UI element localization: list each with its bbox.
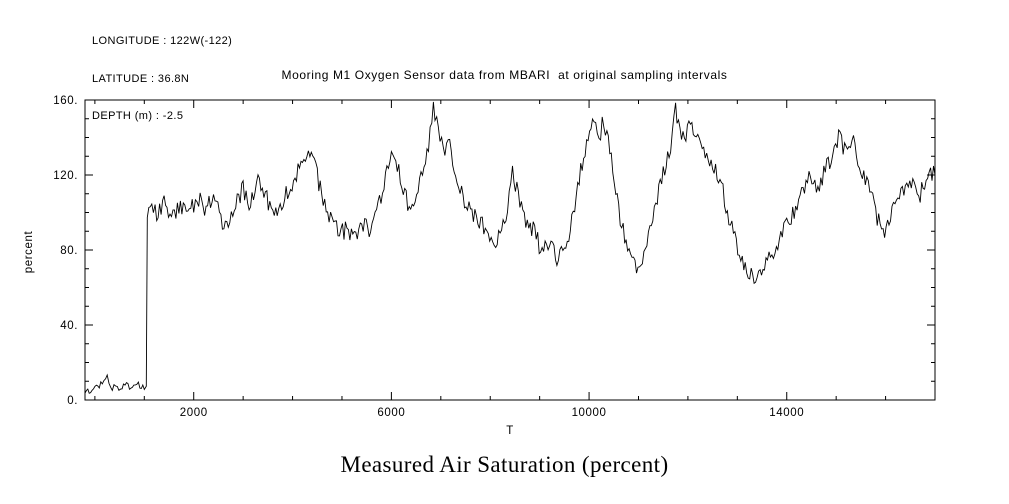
y-axis-label: percent — [23, 231, 35, 274]
latitude-label: LATITUDE : 36.8N — [92, 72, 190, 85]
data-series-line — [84, 101, 936, 394]
metadata-block: LONGITUDE : 122W(-122) LATITUDE : 36.8N … — [92, 10, 232, 148]
y-tick-label: 40. — [60, 320, 78, 332]
x-tick-label: 6000 — [377, 407, 405, 419]
chart-title: Mooring M1 Oxygen Sensor data from MBARI… — [281, 68, 728, 82]
y-tick-label: 0. — [67, 395, 78, 407]
plot-frame — [84, 99, 936, 401]
y-tick-label: 160. — [53, 95, 78, 107]
figure-caption: Measured Air Saturation (percent) — [340, 452, 669, 477]
y-tick-label: 80. — [60, 245, 78, 257]
x-tick-label: 2000 — [180, 407, 208, 419]
y-tick-label: 120. — [53, 170, 78, 182]
x-tick-label: 10000 — [572, 407, 607, 419]
depth-label: DEPTH (m) : -2.5 — [92, 110, 184, 122]
longitude-label: LONGITUDE : 122W(-122) — [92, 35, 233, 47]
x-tick-label: 14000 — [769, 407, 804, 419]
x-axis-label: T — [506, 425, 514, 437]
